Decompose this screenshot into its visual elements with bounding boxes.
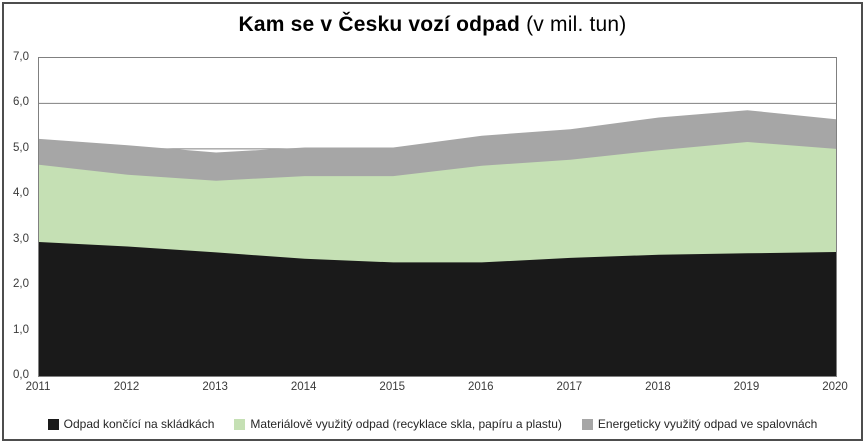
legend-swatch-icon bbox=[234, 418, 246, 430]
x-tick-label: 2015 bbox=[379, 381, 406, 393]
legend-item-0: Odpad končící na skládkách bbox=[47, 417, 215, 431]
y-tick-label: 5,0 bbox=[13, 141, 29, 154]
legend-label: Materiálově využitý odpad (recyklace skl… bbox=[250, 417, 562, 431]
chart-legend: Odpad končící na skládkách Materiálově vy… bbox=[0, 417, 865, 431]
x-axis: 2011 2012 2013 2014 2015 2016 2017 2018 2019 2020 bbox=[26, 381, 848, 397]
chart-title-unit: (v mil. tun) bbox=[520, 13, 627, 36]
x-tick-label: 2019 bbox=[733, 381, 760, 393]
legend-label: Odpad končící na skládkách bbox=[63, 417, 215, 431]
y-tick-label: 4,0 bbox=[13, 187, 29, 200]
y-axis: 0,0 1,0 2,0 3,0 4,0 5,0 6,0 7,0 bbox=[0, 51, 33, 381]
chart-title: Kam se v Česku vozí odpad (v mil. tun) bbox=[0, 13, 865, 37]
legend-label: Energeticky využitý odpad ve spalovnách bbox=[597, 417, 818, 431]
x-tick-label: 2017 bbox=[556, 381, 583, 393]
y-tick-label: 2,0 bbox=[13, 278, 29, 291]
legend-swatch-icon bbox=[47, 418, 59, 430]
stacked-area-chart bbox=[39, 102, 836, 376]
x-tick-label: 2020 bbox=[822, 381, 848, 393]
x-tick-label: 2018 bbox=[645, 381, 671, 393]
plot-area bbox=[38, 57, 837, 377]
y-tick-label: 1,0 bbox=[13, 323, 29, 336]
area-series-0 bbox=[39, 242, 836, 376]
y-tick-label: 6,0 bbox=[13, 96, 29, 109]
legend-item-2: Energeticky využitý odpad ve spalovnách bbox=[581, 417, 818, 431]
x-tick-label: 2012 bbox=[113, 381, 140, 393]
legend-swatch-icon bbox=[581, 418, 593, 430]
y-tick-label: 3,0 bbox=[13, 232, 29, 245]
legend-item-1: Materiálově využitý odpad (recyklace skl… bbox=[234, 417, 562, 431]
x-tick-label: 2011 bbox=[25, 381, 51, 393]
x-tick-label: 2014 bbox=[290, 381, 317, 393]
y-tick-label: 0,0 bbox=[13, 369, 29, 381]
x-tick-label: 2016 bbox=[467, 381, 494, 393]
x-tick-label: 2013 bbox=[202, 381, 228, 393]
y-tick-label: 7,0 bbox=[13, 51, 29, 63]
chart-title-main: Kam se v Česku vozí odpad bbox=[238, 13, 521, 36]
